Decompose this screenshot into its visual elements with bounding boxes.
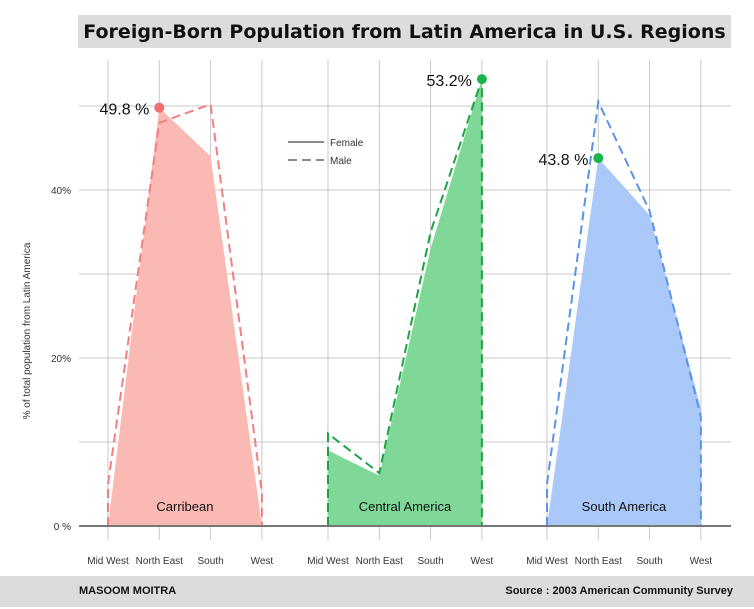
footer-source: Source : 2003 American Community Survey	[505, 585, 733, 597]
panel-labels: Carribean Central America South America	[156, 499, 667, 514]
chart-area: 0 %20%40% Mid West North East South West Mid…	[22, 60, 731, 567]
female-area-2	[547, 158, 701, 526]
peak-marker	[593, 153, 604, 164]
footer-bar: MASOOM MOITRA Source : 2003 American Com…	[0, 576, 754, 607]
chart-title-bar: Foreign-Born Population from Latin Ameri…	[78, 15, 731, 48]
y-tick-label: 20%	[51, 354, 71, 365]
peak-marker	[154, 102, 165, 113]
female-area-1	[328, 79, 482, 527]
x-tick-labels: Mid West North East South West Mid West North…	[87, 556, 712, 567]
panel-label: Carribean	[156, 499, 213, 514]
y-tick-labels: 0 % 20% 40%	[51, 186, 71, 533]
legend-female-label: Female	[330, 138, 364, 149]
x-tick-label: Mid West	[307, 556, 349, 567]
legend: Female Male	[288, 138, 364, 167]
x-tick-label: South	[418, 556, 444, 567]
x-tick-label: West	[690, 556, 713, 567]
x-tick-label: North East	[356, 556, 403, 567]
x-tick-label: West	[251, 556, 274, 567]
footer-author: MASOOM MOITRA	[79, 585, 177, 597]
panel-label: Central America	[359, 499, 452, 514]
x-tick-label: Mid West	[526, 556, 568, 567]
x-tick-label: South	[198, 556, 224, 567]
panel-label: South America	[582, 499, 667, 514]
x-tick-label: West	[471, 556, 494, 567]
peak-label: 49.8 %	[99, 102, 149, 119]
peak-label: 53.2%	[427, 73, 472, 90]
x-tick-label: North East	[575, 556, 622, 567]
y-axis-label: % of total population from Latin America	[22, 242, 33, 419]
peak-label: 43.8 %	[538, 152, 588, 169]
peak-marker	[476, 74, 487, 85]
peak-annotations: 49.8 % 53.2% 43.8 %	[99, 73, 604, 169]
female-areas	[108, 79, 701, 527]
x-tick-label: North East	[136, 556, 183, 567]
x-tick-label: Mid West	[87, 556, 129, 567]
y-tick-label: 40%	[51, 186, 71, 197]
chart-title: Foreign-Born Population from Latin Ameri…	[83, 20, 726, 43]
x-tick-label: South	[637, 556, 663, 567]
y-tick-label: 0 %	[54, 522, 71, 533]
legend-male-label: Male	[330, 156, 352, 167]
